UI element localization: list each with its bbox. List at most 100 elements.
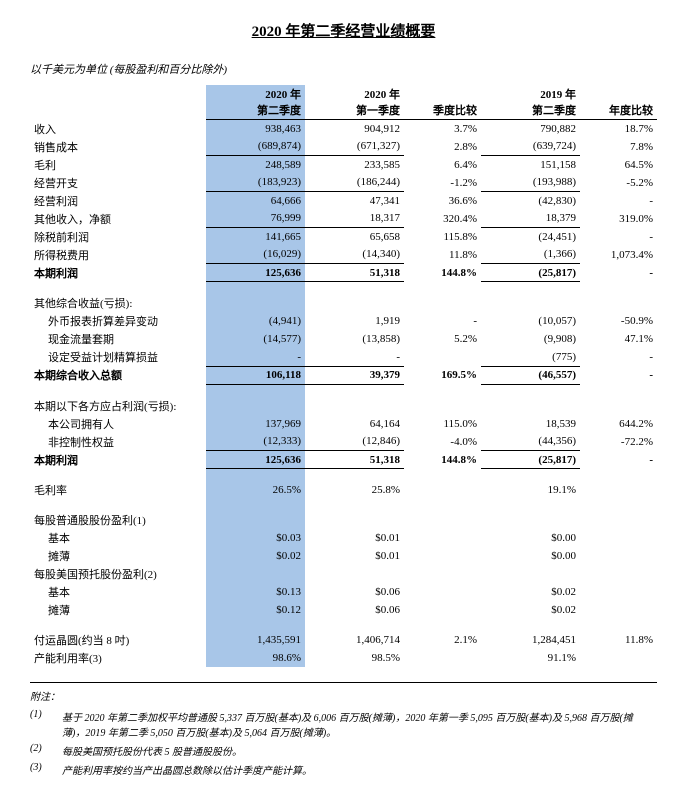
footnotes: 附注： (1)基于 2020 年第二季加权平均普通股 5,337 百万股(基本)… xyxy=(30,688,657,779)
cell: $0.01 xyxy=(305,529,404,547)
cell: 18,539 xyxy=(481,415,580,433)
cell: (14,340) xyxy=(305,246,404,264)
col-q2-2019: 2019 年第二季度 xyxy=(481,85,580,120)
cell: - xyxy=(580,451,657,469)
cell xyxy=(580,649,657,667)
cell xyxy=(404,583,481,601)
table-row: 摊薄$0.12$0.06$0.02 xyxy=(30,601,657,619)
footnote-label: 附注： xyxy=(30,688,657,703)
row-label: 摊薄 xyxy=(30,601,206,619)
cell: (25,817) xyxy=(481,451,580,469)
financial-table: 2020 年第二季度 2020 年第一季度 季度比较 2019 年第二季度 年度… xyxy=(30,85,657,667)
table-row: 收入938,463904,9123.7%790,88218.7% xyxy=(30,120,657,138)
row-label: 除税前利润 xyxy=(30,228,206,246)
table-row: 基本$0.03$0.01$0.00 xyxy=(30,529,657,547)
cell: 25.8% xyxy=(305,481,404,499)
cell: -5.2% xyxy=(580,174,657,192)
cell: $0.02 xyxy=(481,583,580,601)
row-label: 毛利 xyxy=(30,156,206,174)
page-title: 2020 年第二季经营业绩概要 xyxy=(30,20,657,41)
cell: 26.5% xyxy=(206,481,305,499)
row-label: 每股美国预托股份盈利(2) xyxy=(30,565,206,583)
cell: 39,379 xyxy=(305,366,404,384)
cell xyxy=(580,583,657,601)
table-row: 本期利润125,63651,318144.8%(25,817)- xyxy=(30,264,657,282)
cell xyxy=(404,649,481,667)
table-row: 经营开支(183,923)(186,244)-1.2%(193,988)-5.2… xyxy=(30,174,657,192)
cell: $0.13 xyxy=(206,583,305,601)
table-row: 销售成本(689,874)(671,327)2.8%(639,724)7.8% xyxy=(30,138,657,156)
cell xyxy=(580,547,657,565)
cell: 790,882 xyxy=(481,120,580,138)
table-row: 设定受益计划精算损益--(775)- xyxy=(30,348,657,366)
col-yoy: 年度比较 xyxy=(580,85,657,120)
table-row: 其他收入，净额76,99918,317320.4%18,379319.0% xyxy=(30,210,657,228)
cell: 125,636 xyxy=(206,451,305,469)
header-row: 2020 年第二季度 2020 年第一季度 季度比较 2019 年第二季度 年度… xyxy=(30,85,657,120)
cell: 47.1% xyxy=(580,330,657,348)
cell xyxy=(404,348,481,366)
cell: (1,366) xyxy=(481,246,580,264)
row-label: 其他收入，净额 xyxy=(30,210,206,228)
cell: - xyxy=(580,264,657,282)
cell: (25,817) xyxy=(481,264,580,282)
row-label: 其他综合收益(亏损): xyxy=(30,294,206,312)
cell: 76,999 xyxy=(206,210,305,228)
cell: (9,908) xyxy=(481,330,580,348)
cell: 115.0% xyxy=(404,415,481,433)
cell: 6.4% xyxy=(404,156,481,174)
cell: 1,406,714 xyxy=(305,631,404,649)
row-label: 毛利率 xyxy=(30,481,206,499)
cell: $0.02 xyxy=(481,601,580,619)
cell: (186,244) xyxy=(305,174,404,192)
cell: (12,846) xyxy=(305,433,404,451)
table-row: 每股美国预托股份盈利(2) xyxy=(30,565,657,583)
unit-note: 以千美元为单位 (每股盈利和百分比除外) xyxy=(30,61,657,77)
cell: 19.1% xyxy=(481,481,580,499)
table-row: 其他综合收益(亏损): xyxy=(30,294,657,312)
cell: 36.6% xyxy=(404,192,481,210)
cell: 106,118 xyxy=(206,366,305,384)
cell: 904,912 xyxy=(305,120,404,138)
table-row: 本期以下各方应占利润(亏损): xyxy=(30,397,657,415)
table-row: 除税前利润141,66565,658115.8%(24,451)- xyxy=(30,228,657,246)
footnote-divider xyxy=(30,682,657,683)
table-row: 本期综合收入总额106,11839,379169.5%(46,557)- xyxy=(30,366,657,384)
cell: 248,589 xyxy=(206,156,305,174)
row-label: 基本 xyxy=(30,583,206,601)
cell: (44,356) xyxy=(481,433,580,451)
cell: 51,318 xyxy=(305,264,404,282)
cell: 938,463 xyxy=(206,120,305,138)
table-row: 本期利润125,63651,318144.8%(25,817)- xyxy=(30,451,657,469)
cell: - xyxy=(580,348,657,366)
cell xyxy=(404,481,481,499)
row-label: 每股普通股股份盈利(1) xyxy=(30,511,206,529)
cell: $0.02 xyxy=(206,547,305,565)
row-label: 本期以下各方应占利润(亏损): xyxy=(30,397,206,415)
table-row: 本公司拥有人137,96964,164115.0%18,539644.2% xyxy=(30,415,657,433)
cell: $0.03 xyxy=(206,529,305,547)
cell: (42,830) xyxy=(481,192,580,210)
cell: 1,435,591 xyxy=(206,631,305,649)
col-seq: 季度比较 xyxy=(404,85,481,120)
footnote-1: (1)基于 2020 年第二季加权平均普通股 5,337 百万股(基本)及 6,… xyxy=(30,707,657,741)
cell: -1.2% xyxy=(404,174,481,192)
table-row: 非控制性权益(12,333)(12,846)-4.0%(44,356)-72.2… xyxy=(30,433,657,451)
cell xyxy=(580,529,657,547)
cell xyxy=(580,601,657,619)
cell: (13,858) xyxy=(305,330,404,348)
cell: -50.9% xyxy=(580,312,657,330)
cell: 64.5% xyxy=(580,156,657,174)
spacer-row xyxy=(30,619,657,631)
table-row: 毛利率26.5%25.8% 19.1% xyxy=(30,481,657,499)
table-row: 基本$0.13$0.06$0.02 xyxy=(30,583,657,601)
cell: - xyxy=(580,228,657,246)
cell: 115.8% xyxy=(404,228,481,246)
cell: - xyxy=(404,312,481,330)
cell: 320.4% xyxy=(404,210,481,228)
cell: - xyxy=(305,348,404,366)
footnote-2: (2)每股美国预托股份代表 5 股普通股股份。 xyxy=(30,741,657,760)
table-row: 付运晶圆(约当 8 吋)1,435,5911,406,7142.1%1,284,… xyxy=(30,631,657,649)
cell: 1,073.4% xyxy=(580,246,657,264)
cell: 18,379 xyxy=(481,210,580,228)
